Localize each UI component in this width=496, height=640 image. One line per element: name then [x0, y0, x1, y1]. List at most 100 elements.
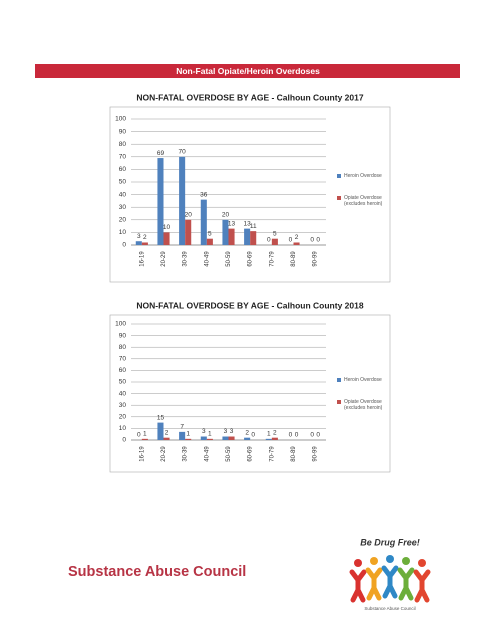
legend-label: Heroin Overdose — [344, 377, 382, 383]
legend-label: Heroin Overdose — [344, 173, 382, 179]
y-tick-label: 80 — [119, 344, 127, 351]
header-title: Non-Fatal Opiate/Heroin Overdoses — [176, 66, 320, 76]
legend-swatch — [337, 174, 341, 178]
data-label: 69 — [157, 150, 165, 157]
header-banner — [35, 64, 460, 78]
bar — [222, 436, 229, 440]
y-tick-label: 20 — [119, 414, 127, 421]
data-label: 15 — [157, 414, 165, 421]
bar — [141, 242, 148, 245]
bar — [293, 242, 300, 245]
bar — [179, 431, 186, 440]
x-tick-label: 50-59 — [226, 446, 232, 462]
y-tick-label: 60 — [119, 166, 127, 173]
chart-title: NON-FATAL OVERDOSE BY AGE - Calhoun Coun… — [136, 92, 363, 102]
y-tick-label: 60 — [119, 367, 127, 374]
bar — [271, 437, 278, 440]
data-label: 2 — [273, 429, 277, 436]
data-label: 1 — [186, 431, 190, 438]
data-label: 0 — [316, 432, 320, 439]
bar — [228, 436, 235, 440]
x-tick-label: 16-19 — [139, 251, 145, 267]
bar — [206, 438, 213, 440]
organization: Substance Abuse Council — [68, 564, 246, 580]
x-tick-label: 20-29 — [161, 446, 167, 462]
data-label: 5 — [208, 230, 212, 237]
x-tick-label: 80-89 — [291, 251, 297, 267]
bar — [157, 422, 164, 440]
logo: Be Drug Free! Substance Abuse Council — [349, 537, 431, 611]
y-tick-label: 10 — [119, 425, 127, 432]
bar — [265, 438, 272, 440]
x-tick-label: 80-89 — [291, 446, 297, 462]
data-label: 0 — [289, 432, 293, 439]
data-label: 10 — [163, 224, 171, 231]
logo-title: Be Drug Free! — [360, 537, 420, 547]
y-tick-label: 40 — [119, 191, 127, 198]
chart-frame — [109, 106, 391, 283]
bar — [200, 199, 207, 245]
logo-caption: Substance Abuse Council — [364, 606, 415, 611]
bar — [244, 228, 251, 245]
x-tick-label: 30-39 — [183, 446, 189, 462]
bar — [244, 437, 251, 440]
data-label: 13 — [228, 220, 236, 227]
y-tick-label: 90 — [119, 332, 127, 339]
x-tick-label: 16-19 — [139, 446, 145, 462]
data-label: 1 — [267, 431, 271, 438]
data-label: 0 — [137, 432, 141, 439]
data-label: 0 — [295, 432, 299, 439]
x-tick-label: 40-49 — [204, 446, 210, 462]
data-label: 7 — [180, 424, 184, 431]
x-tick-label: 60-69 — [248, 251, 254, 267]
x-tick-label: 20-29 — [161, 251, 167, 267]
bar — [271, 238, 278, 245]
y-tick-label: 50 — [119, 179, 127, 186]
data-label: 20 — [222, 212, 230, 219]
legend-label: Opiate Overdose (excludes heroin) — [344, 399, 383, 411]
data-label: 20 — [185, 212, 193, 219]
data-label: 0 — [251, 432, 255, 439]
x-tick-label: 40-49 — [204, 251, 210, 267]
y-tick-label: 100 — [115, 116, 126, 123]
data-label: 5 — [273, 230, 277, 237]
bar — [179, 156, 186, 245]
data-label: 0 — [310, 432, 314, 439]
data-label: 0 — [289, 237, 293, 244]
bar — [185, 438, 192, 440]
data-label: 2 — [245, 429, 249, 436]
chart-title: NON-FATAL OVERDOSE BY AGE - Calhoun Coun… — [136, 300, 363, 310]
y-tick-label: 90 — [119, 128, 127, 135]
x-tick-label: 90-99 — [313, 446, 319, 462]
data-label: 2 — [165, 429, 169, 436]
data-label: 1 — [143, 431, 147, 438]
y-tick-label: 80 — [119, 141, 127, 148]
y-tick-label: 0 — [122, 437, 126, 444]
data-label: 70 — [179, 149, 187, 156]
bar — [206, 238, 213, 245]
x-tick-label: 50-59 — [226, 251, 232, 267]
legend-swatch — [337, 196, 341, 200]
data-label: 11 — [250, 223, 257, 230]
bar — [163, 437, 170, 440]
data-label: 36 — [200, 191, 208, 198]
y-tick-label: 40 — [119, 390, 127, 397]
x-tick-label: 60-69 — [248, 446, 254, 462]
data-label: 0 — [267, 237, 271, 244]
bar — [135, 241, 142, 245]
y-tick-label: 70 — [119, 356, 127, 363]
bar — [141, 438, 148, 440]
bar — [250, 231, 257, 245]
x-tick-label: 90-99 — [313, 251, 319, 267]
data-label: 0 — [316, 237, 320, 244]
legend-swatch — [337, 400, 341, 404]
data-label: 0 — [310, 237, 314, 244]
y-tick-label: 20 — [119, 217, 127, 224]
y-tick-label: 70 — [119, 154, 127, 161]
legend-label: Opiate Overdose (excludes heroin) — [344, 195, 383, 207]
bar — [157, 158, 164, 245]
x-tick-label: 70-79 — [269, 446, 275, 462]
bar — [163, 232, 170, 245]
